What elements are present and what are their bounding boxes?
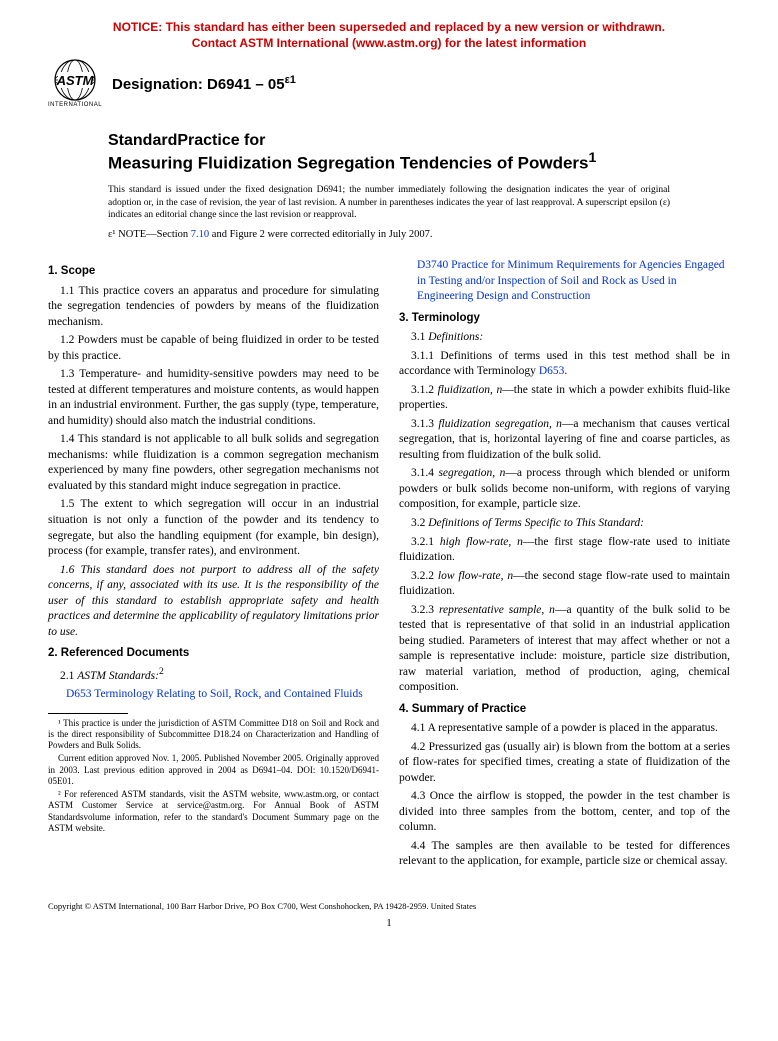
para-1-1: 1.1 This practice covers an apparatus an… [48, 284, 379, 331]
document-page: NOTICE: This standard has either been su… [0, 0, 778, 959]
left-column: 1. Scope 1.1 This practice covers an app… [48, 258, 379, 873]
para-2-1: 2.1 ASTM Standards:2 [48, 666, 379, 684]
para-4-3: 4.3 Once the airflow is stopped, the pow… [399, 789, 730, 836]
para-4-2: 4.2 Pressurized gas (usually air) is blo… [399, 740, 730, 787]
title-block: StandardPractice for Measuring Fluidizat… [108, 132, 730, 174]
designation-epsilon: ε1 [285, 74, 296, 86]
eps-suffix: and Figure 2 were corrected editorially … [209, 229, 432, 240]
p2-1-prefix: 2.1 [60, 669, 77, 681]
notice-line1: NOTICE: This standard has either been su… [113, 20, 665, 34]
para-1-3: 1.3 Temperature- and humidity-sensitive … [48, 367, 379, 429]
eps-prefix: ε¹ NOTE—Section [108, 229, 191, 240]
footnote-rule [48, 713, 128, 714]
epsilon-note: ε¹ NOTE—Section 7.10 and Figure 2 were c… [108, 229, 670, 240]
para-3-1-2: 3.1.2 fluidization, n—the state in which… [399, 383, 730, 414]
para-1-4: 1.4 This standard is not applicable to a… [48, 432, 379, 494]
ref-d3740[interactable]: D3740 Practice for Minimum Requirements … [417, 258, 730, 305]
para-3-2: 3.2 Definitions of Terms Specific to Thi… [399, 516, 730, 532]
terminology-heading: 3. Terminology [399, 311, 730, 327]
footnote-2: ² For referenced ASTM standards, visit t… [48, 789, 379, 834]
para-3-2-3: 3.2.3 representative sample, n—a quantit… [399, 603, 730, 696]
title-text: Measuring Fluidization Segregation Tende… [108, 154, 588, 173]
eps-link[interactable]: 7.10 [191, 229, 209, 240]
footnote-1: ¹ This practice is under the jurisdictio… [48, 718, 379, 752]
notice-line2: Contact ASTM International (www.astm.org… [192, 36, 586, 50]
copyright-line: Copyright © ASTM International, 100 Barr… [48, 901, 730, 911]
para-3-1: 3.1 Definitions: [399, 330, 730, 346]
para-3-1-1: 3.1.1 Definitions of terms used in this … [399, 349, 730, 380]
page-number: 1 [48, 917, 730, 929]
p2-1-sup: 2 [159, 666, 164, 677]
para-4-1: 4.1 A representative sample of a powder … [399, 721, 730, 737]
notice-banner: NOTICE: This standard has either been su… [48, 20, 730, 51]
p2-1-italic: ASTM Standards: [77, 669, 159, 681]
refdocs-heading: 2. Referenced Documents [48, 646, 379, 662]
right-column: D3740 Practice for Minimum Requirements … [399, 258, 730, 873]
footnote-1b: Current edition approved Nov. 1, 2005. P… [48, 753, 379, 787]
header-row: ASTM INTERNATIONAL Designation: D6941 – … [48, 59, 730, 108]
para-3-1-4: 3.1.4 segregation, n—a process through w… [399, 466, 730, 513]
para-1-6: 1.6 This standard does not purport to ad… [48, 563, 379, 641]
para-1-5: 1.5 The extent to which segregation will… [48, 497, 379, 559]
p311c: . [564, 365, 567, 377]
two-column-body: 1. Scope 1.1 This practice covers an app… [48, 258, 730, 873]
para-3-2-1: 3.2.1 high flow-rate, n—the first stage … [399, 535, 730, 566]
para-3-2-2: 3.2.2 low flow-rate, n—the second stage … [399, 569, 730, 600]
p311-link[interactable]: D653 [539, 365, 565, 377]
svg-text:ASTM: ASTM [56, 73, 95, 88]
scope-heading: 1. Scope [48, 264, 379, 280]
para-4-4: 4.4 The samples are then available to be… [399, 839, 730, 870]
summary-heading: 4. Summary of Practice [399, 702, 730, 718]
title-footnote-mark: 1 [588, 150, 596, 166]
astm-logo-icon: ASTM [48, 59, 102, 101]
designation-text: Designation: D6941 – 05 [112, 76, 285, 93]
title-line2: Measuring Fluidization Segregation Tende… [108, 150, 730, 174]
para-1-2: 1.2 Powders must be capable of being flu… [48, 333, 379, 364]
title-line1: StandardPractice for [108, 132, 730, 150]
astm-logo: ASTM INTERNATIONAL [48, 59, 102, 108]
logo-label: INTERNATIONAL [48, 102, 102, 108]
ref-d653[interactable]: D653 Terminology Relating to Soil, Rock,… [66, 687, 379, 703]
para-3-1-3: 3.1.3 fluidization segregation, n—a mech… [399, 417, 730, 464]
issuance-note: This standard is issued under the fixed … [108, 184, 670, 221]
designation: Designation: D6941 – 05ε1 [112, 74, 296, 93]
